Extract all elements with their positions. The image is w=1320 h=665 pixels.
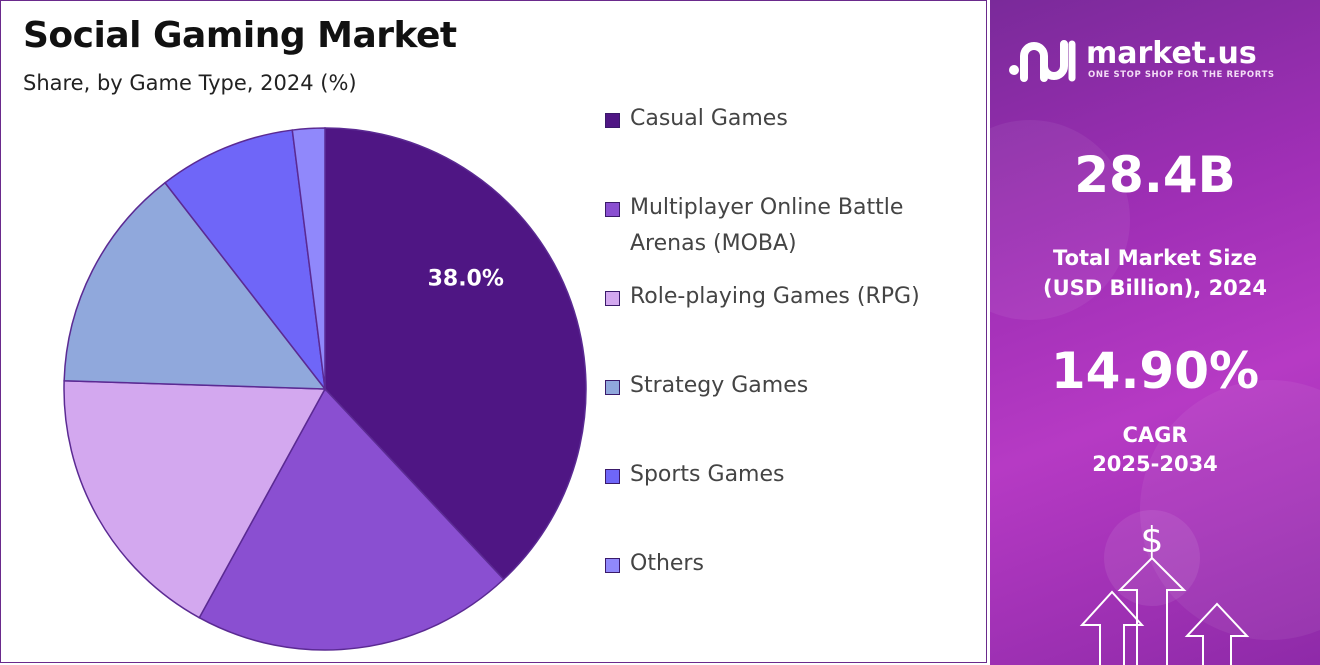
market-size-value: 28.4B xyxy=(1074,146,1236,204)
legend-label: Role-playing Games (RPG) xyxy=(630,284,920,309)
pie-slice xyxy=(63,380,327,619)
growth-arrows-icon: $ xyxy=(1079,510,1250,665)
legend-label: Strategy Games xyxy=(630,373,809,398)
legend-swatch xyxy=(605,558,620,573)
slice-data-label: 38.0% xyxy=(428,266,504,291)
legend-swatch xyxy=(605,202,620,217)
summary-panel: market.us ONE STOP SHOP FOR THE REPORTS … xyxy=(990,0,1320,665)
legend-label: Others xyxy=(630,551,704,576)
legend-label: Casual Games xyxy=(630,106,788,131)
pie-chart: 38.0% xyxy=(63,127,587,651)
pie-slice xyxy=(63,181,327,390)
arrow-up-icon xyxy=(1117,556,1187,665)
cagr-label-line2: 2025-2034 xyxy=(1092,452,1218,476)
pie-slice xyxy=(291,127,326,390)
logo-icon xyxy=(1009,40,1076,82)
market-size-label-line2: (USD Billion), 2024 xyxy=(1042,276,1268,300)
pie-slice xyxy=(163,129,327,392)
legend-swatch xyxy=(605,113,620,128)
legend-label: Sports Games xyxy=(630,462,785,487)
brand-tagline: ONE STOP SHOP FOR THE REPORTS xyxy=(1088,70,1275,80)
market-size-label-line1: Total Market Size xyxy=(1053,246,1257,270)
legend-label: Multiplayer Online Battle Arenas (MOBA) xyxy=(630,195,904,256)
arrow-up-icon xyxy=(1184,602,1250,665)
chart-panel: Social Gaming Market Share, by Game Type… xyxy=(0,0,987,663)
chart-title: Social Gaming Market xyxy=(23,15,457,56)
legend-swatch xyxy=(605,291,620,306)
pie-slice xyxy=(198,387,505,651)
legend-swatch xyxy=(605,380,620,395)
pie-slice xyxy=(324,127,587,581)
legend-swatch xyxy=(605,469,620,484)
arrow-up-icon xyxy=(1079,590,1145,665)
brand-name: market.us xyxy=(1086,36,1257,71)
cagr-value: 14.90% xyxy=(1050,342,1260,400)
cagr-label-line1: CAGR xyxy=(1122,423,1188,447)
brand-logo: market.us ONE STOP SHOP FOR THE REPORTS xyxy=(1008,36,1308,86)
chart-subtitle: Share, by Game Type, 2024 (%) xyxy=(23,71,357,95)
dollar-icon: $ xyxy=(1141,520,1164,561)
